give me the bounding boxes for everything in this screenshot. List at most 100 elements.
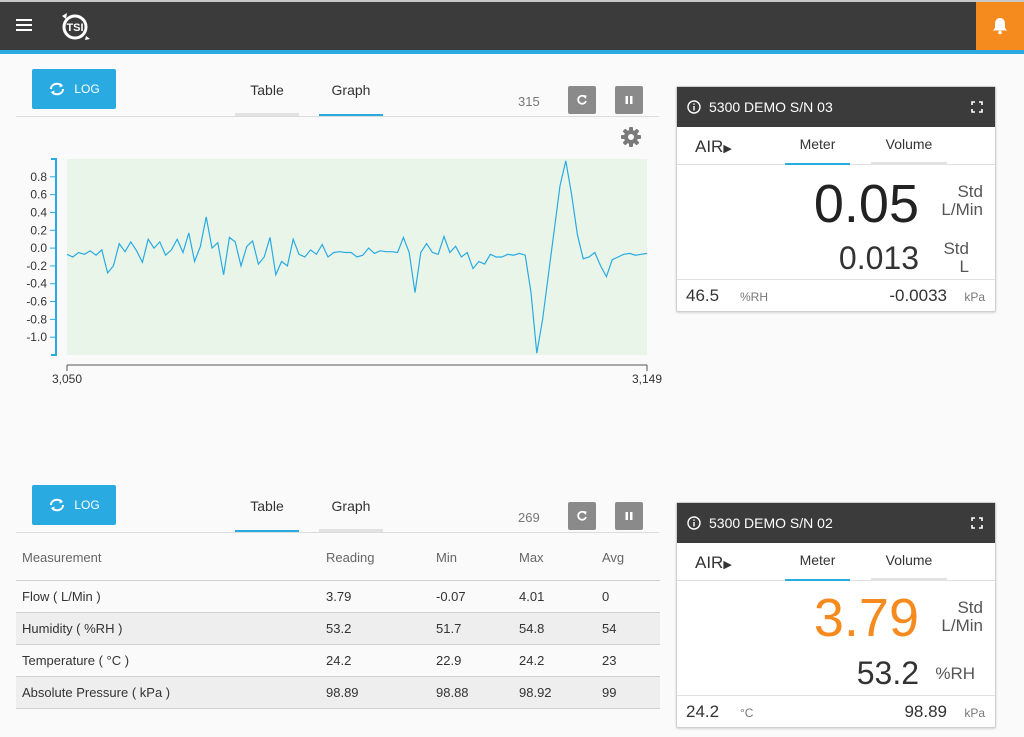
pressure-unit: kPa xyxy=(964,706,985,720)
y-tick-label: 0.0 xyxy=(30,241,47,255)
x-tick-label-end: 3,149 xyxy=(632,372,662,386)
cell-measurement: Absolute Pressure ( kPa ) xyxy=(16,676,320,709)
y-tick-label: 0.4 xyxy=(30,205,47,219)
tab-graph[interactable]: Graph xyxy=(319,68,383,116)
tab-meter[interactable]: Meter xyxy=(785,127,850,165)
measurement-table: Measurement Reading Min Max Avg Flow ( L… xyxy=(16,536,660,709)
pause-button[interactable] xyxy=(615,502,643,530)
top-bar: TSI xyxy=(0,0,1024,54)
cell-min: -0.07 xyxy=(430,580,513,613)
series-line xyxy=(66,160,648,354)
cell-avg: 23 xyxy=(596,644,660,677)
fullscreen-icon xyxy=(971,517,983,529)
device-title: 5300 DEMO S/N 03 xyxy=(709,99,833,115)
card-header: 5300 DEMO S/N 03 xyxy=(677,87,995,127)
cell-measurement: Flow ( L/Min ) xyxy=(16,580,320,613)
air-label: AIR xyxy=(695,553,724,572)
y-tick-label: -0.4 xyxy=(26,277,47,291)
cell-avg: 0 xyxy=(596,580,660,613)
fullscreen-icon xyxy=(971,101,983,113)
tab-table[interactable]: Table xyxy=(235,68,299,116)
cell-max: 54.8 xyxy=(513,612,596,645)
log-button[interactable]: LOG xyxy=(32,485,116,525)
tab-volume[interactable]: Volume xyxy=(871,543,947,581)
bell-icon xyxy=(993,18,1007,35)
table-header-row: Measurement Reading Min Max Avg xyxy=(16,536,660,581)
log-label: LOG xyxy=(74,498,100,512)
temperature-unit: °C xyxy=(740,706,754,720)
cell-reading: 24.2 xyxy=(320,644,430,677)
record-count: 315 xyxy=(518,94,540,109)
log-button[interactable]: LOG xyxy=(32,69,116,109)
cell-max: 98.92 xyxy=(513,676,596,709)
secondary-reading: 0.013 xyxy=(838,240,919,276)
tab-meter[interactable]: Meter xyxy=(785,543,850,581)
primary-reading: 3.79 xyxy=(813,588,919,648)
tab-volume[interactable]: Volume xyxy=(871,127,947,165)
primary-unit: Std L/Min xyxy=(941,599,983,635)
y-tick-label: 0.6 xyxy=(30,188,47,202)
table-row: Humidity ( %RH ) 53.2 51.7 54.8 54 xyxy=(16,612,660,645)
cell-min: 22.9 xyxy=(430,644,513,677)
sync-icon xyxy=(50,498,65,512)
panel2-divider xyxy=(16,532,659,533)
line-chart: 0.8 0.6 0.4 0.2 0.0 -0.2 -0.4 -0.6 -0.8 -1.0 3,05… xyxy=(26,158,662,386)
cell-measurement: Temperature ( °C ) xyxy=(16,644,320,677)
pause-icon xyxy=(625,512,633,520)
temperature-value: 24.2 xyxy=(686,702,720,721)
cell-reading: 98.89 xyxy=(320,676,430,709)
caret-right-icon: ▶ xyxy=(723,143,732,155)
cell-measurement: Humidity ( %RH ) xyxy=(16,612,320,645)
y-tick-label: -0.8 xyxy=(26,312,47,326)
pause-icon xyxy=(625,96,633,104)
table-row: Absolute Pressure ( kPa ) 98.89 98.88 98… xyxy=(16,676,660,709)
card-header: 5300 DEMO S/N 02 xyxy=(677,503,995,543)
fullscreen-button[interactable] xyxy=(971,516,983,532)
fullscreen-button[interactable] xyxy=(971,100,983,116)
tab-table[interactable]: Table xyxy=(235,484,299,532)
primary-unit-top: Std xyxy=(957,598,983,617)
y-tick-label: 0.2 xyxy=(30,223,47,237)
device-card-sn02: 5300 DEMO S/N 02 AIR▶ Meter Volume 3.79 … xyxy=(676,502,996,728)
card-tabs: AIR▶ Meter Volume xyxy=(677,543,995,581)
panel1-divider xyxy=(16,116,659,117)
air-selector[interactable]: AIR▶ xyxy=(695,137,732,157)
refresh-button[interactable] xyxy=(568,86,596,114)
tab-graph[interactable]: Graph xyxy=(319,484,383,532)
device-card-sn03: 5300 DEMO S/N 03 AIR▶ Meter Volume 0.05 … xyxy=(676,86,996,312)
logo-text: TSI xyxy=(66,22,83,34)
cell-avg: 54 xyxy=(596,612,660,645)
gear-icon xyxy=(621,127,641,147)
info-icon xyxy=(687,516,701,530)
cell-avg: 99 xyxy=(596,676,660,709)
y-tick-label: -0.2 xyxy=(26,259,47,273)
refresh-icon xyxy=(577,510,587,521)
cell-max: 4.01 xyxy=(513,580,596,613)
record-count: 269 xyxy=(518,510,540,525)
refresh-button[interactable] xyxy=(568,502,596,530)
cell-max: 24.2 xyxy=(513,644,596,677)
device-title: 5300 DEMO S/N 02 xyxy=(709,515,833,531)
sync-icon xyxy=(50,82,65,96)
primary-reading: 0.05 xyxy=(813,174,919,234)
primary-unit-top: Std xyxy=(957,182,983,201)
card-tabs: AIR▶ Meter Volume xyxy=(677,127,995,165)
cell-min: 98.88 xyxy=(430,676,513,709)
x-tick-label-start: 3,050 xyxy=(52,372,82,386)
col-header-avg: Avg xyxy=(596,536,660,581)
secondary-reading: 53.2 xyxy=(856,655,919,691)
pause-button[interactable] xyxy=(615,86,643,114)
col-header-min: Min xyxy=(430,536,513,581)
y-tick-label: 0.8 xyxy=(30,170,47,184)
caret-right-icon: ▶ xyxy=(723,559,732,571)
tsi-logo: TSI xyxy=(58,10,92,47)
humidity-value: 46.5 xyxy=(686,286,720,305)
pressure-value: 98.89 xyxy=(904,702,947,721)
notification-button[interactable] xyxy=(976,2,1024,50)
menu-icon[interactable] xyxy=(16,19,32,33)
chart-settings-button[interactable] xyxy=(620,126,642,153)
col-header-reading: Reading xyxy=(320,536,430,581)
card-footer: 46.5 %RH -0.0033 kPa xyxy=(677,279,995,311)
primary-unit-bottom: L/Min xyxy=(941,200,983,219)
air-selector[interactable]: AIR▶ xyxy=(695,553,732,573)
